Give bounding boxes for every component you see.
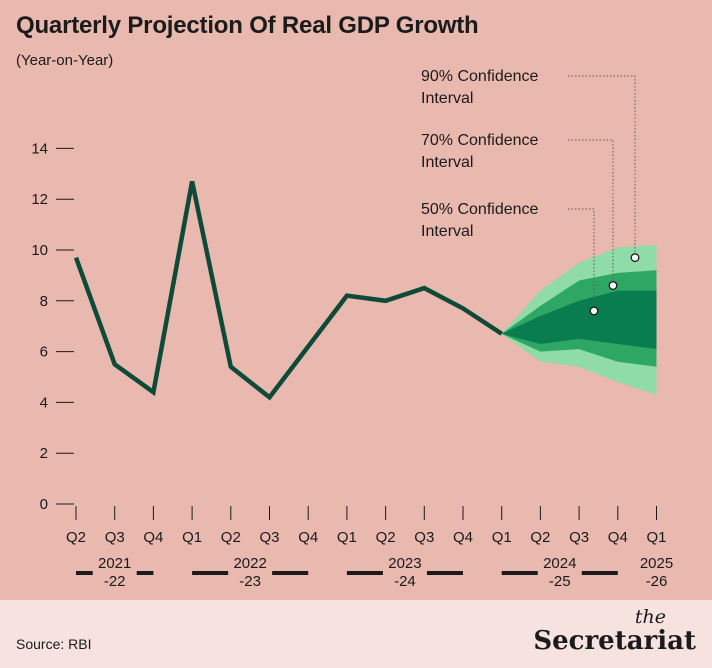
- x-tick-label: Q3: [259, 529, 279, 546]
- annotation-marker: [589, 306, 599, 316]
- x-tick-label: Q2: [66, 529, 86, 546]
- fiscal-year-label: 2023: [388, 555, 421, 572]
- annotation-label: 90% Confidence: [421, 68, 539, 85]
- x-tick-label: Q1: [182, 529, 202, 546]
- fiscal-year-label: 2021: [98, 555, 131, 572]
- brand-the: the: [634, 606, 666, 628]
- y-tick-label: 4: [40, 394, 48, 411]
- y-tick-label: 0: [40, 496, 48, 513]
- x-tick-label: Q1: [646, 529, 666, 546]
- x-tick-label: Q1: [492, 529, 512, 546]
- annotation-marker: [608, 281, 618, 291]
- x-tick-label: Q4: [453, 529, 473, 546]
- fiscal-year-label: 2022: [233, 555, 266, 572]
- y-tick-label: 8: [40, 293, 48, 310]
- confidence-band-50: [501, 290, 657, 350]
- x-tick-label: Q4: [608, 529, 628, 546]
- fiscal-year-label: -22: [104, 573, 126, 590]
- y-tick-label: 12: [31, 191, 48, 208]
- annotation-label: Interval: [421, 154, 473, 171]
- x-tick-label: Q2: [376, 529, 396, 546]
- y-tick-label: 6: [40, 344, 48, 361]
- annotation-label: 70% Confidence: [421, 132, 539, 149]
- fiscal-year-label: -26: [646, 573, 668, 590]
- fiscal-year-label: -25: [549, 573, 571, 590]
- chart-title: Quarterly Projection Of Real GDP Growth: [16, 12, 479, 39]
- brand-name: Secretariat: [533, 626, 696, 656]
- x-tick-label: Q1: [337, 529, 357, 546]
- x-tick-label: Q4: [298, 529, 318, 546]
- brand-logo: the Secretariat: [533, 608, 696, 657]
- y-tick-label: 10: [31, 242, 48, 259]
- x-tick-label: Q2: [530, 529, 550, 546]
- annotation-label: Interval: [421, 223, 473, 240]
- fiscal-year-label: 2025: [640, 555, 673, 572]
- x-tick-label: Q2: [221, 529, 241, 546]
- annotation-leader: [568, 139, 614, 286]
- source-note: Source: RBI: [16, 636, 92, 652]
- fiscal-year-label: 2024: [543, 555, 576, 572]
- annotation-leader: [568, 75, 636, 258]
- annotation-marker: [630, 253, 640, 263]
- footer: Source: RBI the Secretariat: [0, 600, 712, 668]
- annotation-label: 50% Confidence: [421, 201, 539, 218]
- fiscal-year-label: -23: [239, 573, 261, 590]
- x-tick-label: Q4: [143, 529, 163, 546]
- y-tick-label: 14: [31, 140, 48, 157]
- gdp-growth-chart: 0 2 4 6 8 10 12 14 Q2 Q3 Q4 Q1 Q2 Q3 Q4 Q1 Q2 Q3 Q4 Q1 Q2 Q3 Q…: [31, 68, 673, 590]
- gdp-growth-line: [73, 180, 503, 401]
- x-tick-label: Q3: [105, 529, 125, 546]
- chart-subtitle: (Year-on-Year): [16, 52, 114, 69]
- y-tick-label: 2: [40, 445, 48, 462]
- x-tick-label: Q3: [414, 529, 434, 546]
- annotation-label: Interval: [421, 90, 473, 107]
- x-tick-label: Q3: [569, 529, 589, 546]
- fiscal-year-label: -24: [394, 573, 416, 590]
- annotation-leader: [568, 208, 595, 311]
